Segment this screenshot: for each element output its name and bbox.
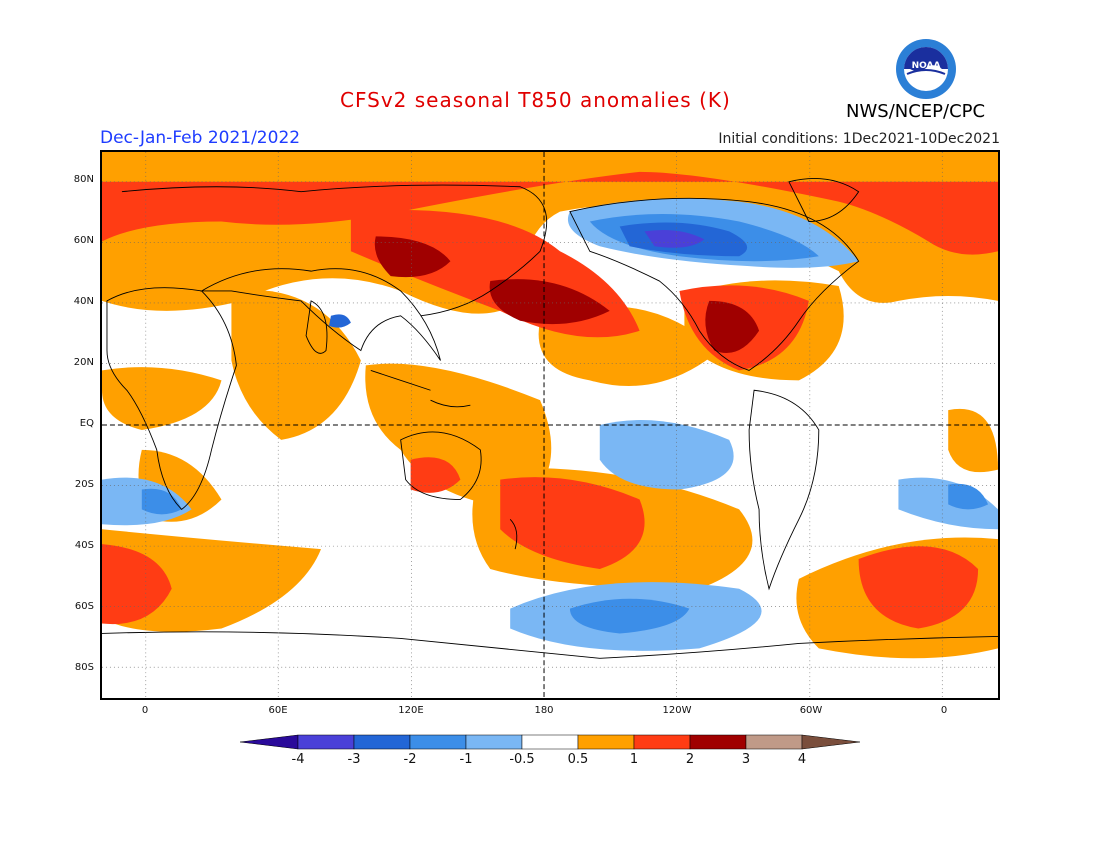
lat-label-20s: 20S: [74, 479, 94, 490]
lon-label-0-right: 0: [940, 705, 948, 716]
lat-label-20n: 20N: [73, 357, 94, 368]
cbar-label-3: 3: [741, 752, 751, 767]
cbar-label-m2: -2: [403, 752, 417, 767]
cbar-label-4: 4: [797, 752, 807, 767]
lat-label-80n: 80N: [73, 174, 94, 185]
lat-label-80s: 80S: [74, 662, 94, 673]
agency-label: NWS/NCEP/CPC: [846, 101, 986, 122]
lat-label-60n: 60N: [73, 235, 94, 246]
lon-label-60w: 60W: [799, 705, 823, 716]
lon-label-120w: 120W: [662, 705, 692, 716]
cbar-label-m05: -0.5: [509, 752, 535, 767]
noaa-logo-icon: NOAA: [896, 39, 956, 99]
coastlines: [102, 178, 998, 659]
lon-label-0-left: 0: [141, 705, 149, 716]
anomaly-map: [100, 150, 1000, 700]
cbar-label-1: 1: [629, 752, 639, 767]
initial-conditions: Initial conditions: 1Dec2021-10Dec2021: [718, 131, 1000, 147]
lat-label-60s: 60S: [74, 601, 94, 612]
forecast-period: Dec-Jan-Feb 2021/2022: [100, 128, 301, 148]
lat-label-40s: 40S: [74, 540, 94, 551]
cbar-label-05: 0.5: [567, 752, 589, 767]
anomaly-darkred: [374, 236, 760, 354]
anomaly-deepblue: [644, 230, 705, 248]
map-canvas: [102, 152, 998, 698]
lat-label-eq: EQ: [79, 418, 94, 429]
cbar-label-m1: -1: [459, 752, 473, 767]
lon-label-60e: 60E: [268, 705, 288, 716]
equator-dateline: [102, 152, 998, 698]
svg-text:NOAA: NOAA: [912, 61, 941, 71]
cbar-label-m3: -3: [347, 752, 361, 767]
colorbar: [240, 734, 861, 750]
chart-title: CFSv2 seasonal T850 anomalies (K): [340, 88, 731, 112]
lat-label-40n: 40N: [73, 296, 94, 307]
cbar-label-2: 2: [685, 752, 695, 767]
cbar-label-m4: -4: [291, 752, 305, 767]
lon-label-180: 180: [534, 705, 554, 716]
lon-label-120e: 120E: [398, 705, 424, 716]
